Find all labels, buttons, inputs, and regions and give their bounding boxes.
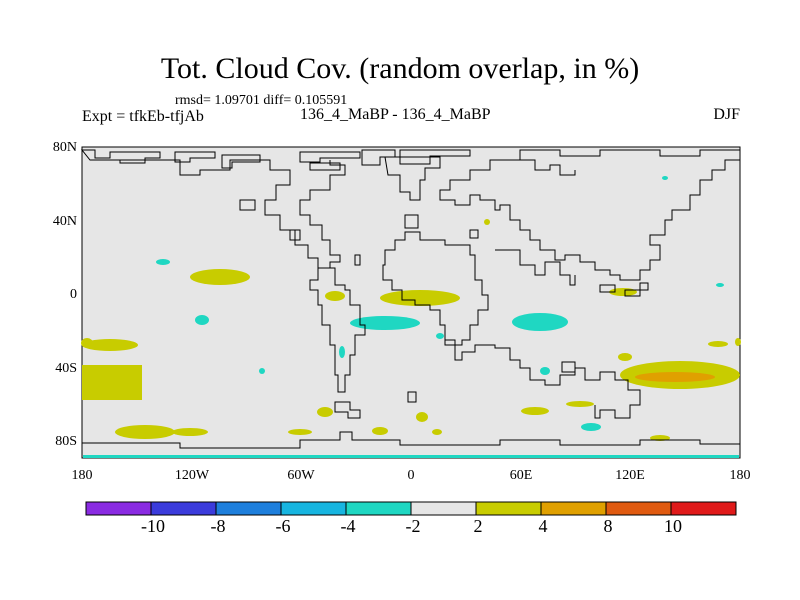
colorbar-label: 10 [664, 516, 682, 536]
patch-pos [708, 341, 728, 347]
patch-pos [317, 407, 333, 417]
patch-pos [618, 353, 632, 361]
coastlines [80, 148, 741, 449]
lon-tick-label: 180 [729, 468, 751, 483]
colorbar-swatch [540, 501, 607, 516]
patch-neg [716, 283, 724, 287]
patch-pos [735, 338, 741, 346]
lon-tick-label: 60E [509, 468, 533, 483]
colorbar-label: -10 [141, 516, 165, 536]
case-label: 136_4_MaBP - 136_4_MaBP [300, 106, 491, 123]
lon-tick-label: 0 [407, 468, 415, 483]
patch-pos [325, 291, 345, 301]
season-label: DJF [713, 106, 740, 123]
colorbar-swatch [410, 501, 477, 516]
colorbar-label: -6 [275, 516, 291, 536]
patch-neg [581, 423, 601, 431]
lon-tick-label: 120E [615, 468, 645, 483]
lon-tick-label: 120W [174, 468, 210, 483]
colorbar-label: -8 [210, 516, 226, 536]
colorbar-swatch [85, 501, 152, 516]
anomaly-patches [81, 176, 741, 458]
colorbar-swatch [150, 501, 217, 516]
colorbar-swatch [215, 501, 282, 516]
patch-pos [82, 339, 138, 351]
patch-pos [521, 407, 549, 415]
colorbar-swatch [345, 501, 412, 516]
patch-neg [350, 316, 420, 330]
lat-tick-label: 0 [70, 287, 77, 302]
patch-pos [380, 290, 460, 306]
patch-pos [566, 401, 594, 407]
patch-neg [512, 313, 568, 331]
patch-pos [484, 219, 490, 225]
colorbar-swatch [670, 501, 737, 516]
patch-pos [190, 269, 250, 285]
stats-line: rmsd= 1.09701 diff= 0.105591 [175, 93, 348, 108]
colorbar-label: 2 [473, 516, 483, 536]
colorbar-label: 4 [538, 516, 548, 536]
patch-neg [662, 176, 668, 180]
patch-pos [416, 412, 428, 422]
lon-tick-label: 180 [71, 468, 93, 483]
patch-neg [259, 368, 265, 374]
lat-tick-label: 80N [52, 140, 77, 155]
lat-tick-label: 40N [52, 214, 77, 229]
patch-pos [81, 338, 93, 348]
patch-pos [82, 365, 142, 400]
patch-pos [432, 429, 442, 435]
chart-title: Tot. Cloud Cov. (random overlap, in %) [160, 52, 640, 85]
patch-pos-strong [635, 372, 715, 382]
colorbar-swatch [280, 501, 347, 516]
patch-neg [540, 367, 550, 375]
colorbar-label: 8 [603, 516, 613, 536]
patch-neg [83, 455, 739, 458]
colorbar-swatch [605, 501, 672, 516]
patch-neg [156, 259, 170, 265]
lon-tick-label: 60W [287, 468, 315, 483]
colorbar-swatch [475, 501, 542, 516]
colorbar-label: -2 [405, 516, 421, 536]
lat-tick-label: 80S [55, 434, 77, 449]
patch-neg [436, 333, 444, 339]
patch-pos [372, 427, 388, 435]
patch-pos [172, 428, 208, 436]
patch-pos [115, 425, 175, 439]
patch-neg [195, 315, 209, 325]
patch-neg [339, 346, 345, 358]
lat-tick-label: 40S [55, 361, 77, 376]
experiment-label: Expt = tfkEb-tfjAb [82, 108, 204, 125]
patch-pos [288, 429, 312, 435]
colorbar-label: -4 [340, 516, 356, 536]
